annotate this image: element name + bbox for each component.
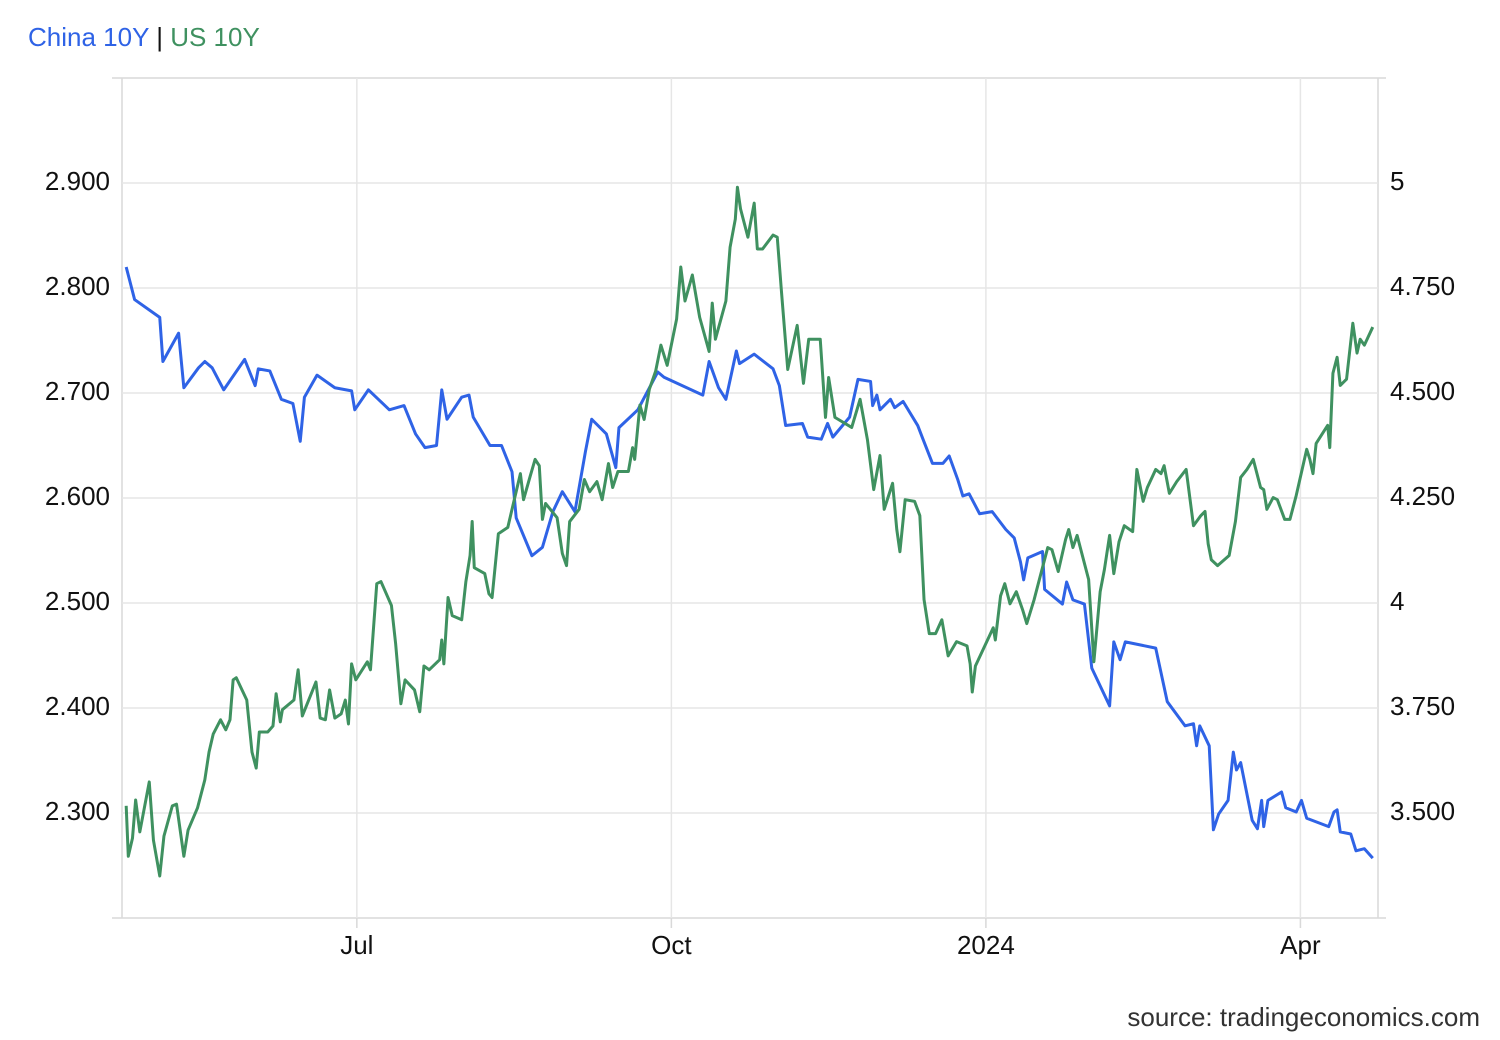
y-tick-label: 2.300 [45, 796, 110, 826]
y2-tick-label: 4.750 [1390, 271, 1455, 301]
y2-tick-label: 4.500 [1390, 376, 1455, 406]
series-line [124, 185, 1375, 878]
y-tick-label: 2.400 [45, 691, 110, 721]
x-tick-label: Apr [1280, 930, 1321, 960]
x-tick-label: Jul [340, 930, 373, 960]
y-tick-label: 2.800 [45, 271, 110, 301]
y-tick-label: 2.900 [45, 166, 110, 196]
legend-entry: China 10Y [28, 22, 149, 52]
legend-entry: US 10Y [170, 22, 260, 52]
y-tick-label: 2.500 [45, 586, 110, 616]
x-tick-label: Oct [651, 930, 692, 960]
series-line [124, 266, 1374, 860]
y-tick-label: 2.700 [45, 376, 110, 406]
y-tick-label: 2.600 [45, 481, 110, 511]
y2-tick-label: 3.750 [1390, 691, 1455, 721]
source-note: source: tradingeconomics.com [1127, 1002, 1480, 1032]
y2-tick-label: 5 [1390, 166, 1404, 196]
legend-separator: | [156, 22, 163, 52]
x-tick-label: 2024 [957, 930, 1015, 960]
y2-tick-label: 3.500 [1390, 796, 1455, 826]
y2-tick-label: 4 [1390, 586, 1404, 616]
y2-tick-label: 4.250 [1390, 481, 1455, 511]
legend: China 10Y | US 10Y [28, 22, 260, 53]
